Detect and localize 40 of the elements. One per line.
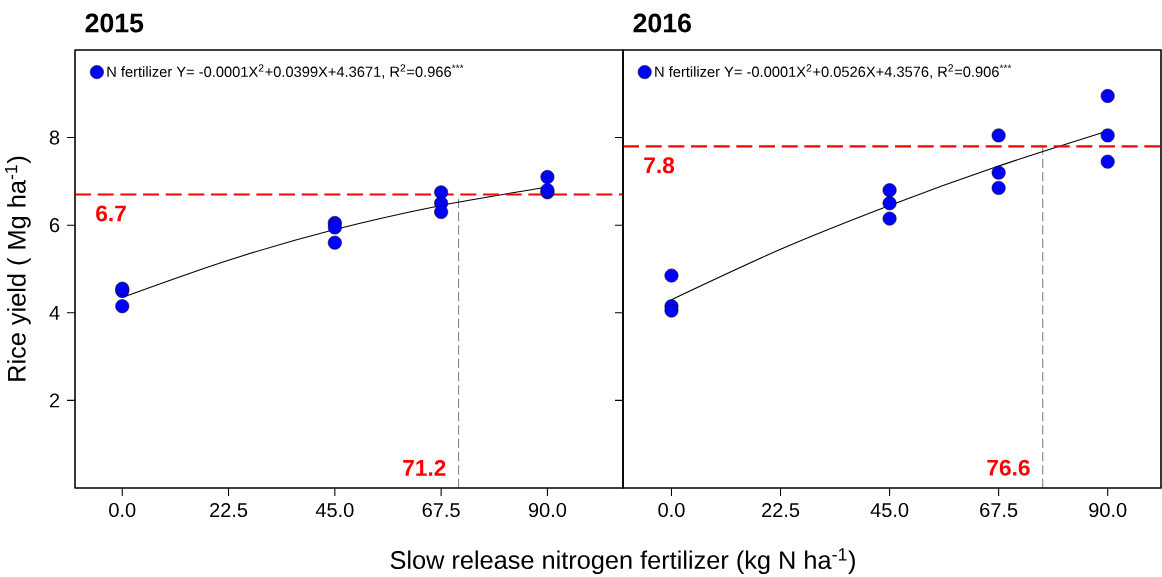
x-tick-label: 45.0 <box>870 502 909 518</box>
point <box>991 128 1006 143</box>
y-tick-label: 8 <box>49 130 60 145</box>
chart-title: 2016 <box>633 13 691 33</box>
x-tick-label: 67.5 <box>980 502 1018 518</box>
ref-line-label: 76.6 <box>987 459 1030 476</box>
legend-label: N fertilizer Y= -0.0001X$^{2}$+0.0526X+4.3576, R$^{2}$=0.906$^{***}$ <box>655 64 1012 79</box>
point <box>1100 128 1115 143</box>
point <box>882 211 897 226</box>
point <box>1100 154 1115 169</box>
y-tick-label: 6 <box>49 218 60 233</box>
x-tick-label: 45.0 <box>315 502 354 518</box>
ref-line-label: 7.8 <box>644 157 675 174</box>
point <box>882 183 897 198</box>
point <box>115 299 130 314</box>
x-tick-label: 22.5 <box>210 502 248 518</box>
x-tick-label: 90.0 <box>1089 502 1127 518</box>
x-tick-label: 0.0 <box>109 502 136 518</box>
x-tick-label: 22.5 <box>762 502 800 518</box>
point <box>664 268 679 283</box>
ref-line-label: 71.2 <box>403 459 446 476</box>
ref-line-label: 6.7 <box>96 205 126 222</box>
point <box>434 205 449 219</box>
point <box>991 181 1006 195</box>
x-tick-label: 90.0 <box>528 502 567 518</box>
x-tick-label: 67.5 <box>422 502 460 518</box>
legend-label: N fertilizer Y= -0.0001X$^{2}$+0.0399X+4.3671, R$^{2}$=0.966$^{***}$ <box>107 64 464 79</box>
x-tick-label: 0.0 <box>658 502 685 518</box>
point <box>1100 89 1115 103</box>
point <box>991 165 1006 180</box>
chart-title: 2015 <box>85 13 144 33</box>
y-tick-label: 4 <box>49 305 60 320</box>
point <box>882 196 897 211</box>
point <box>327 235 342 250</box>
y-axis-title: Rice yield ( Mg ha$^{-1}$) <box>4 156 31 381</box>
point <box>327 220 342 235</box>
point <box>540 170 555 184</box>
point <box>664 303 679 318</box>
x-axis-title: Slow release nitrogen fertilizer (kg N ha$^{-1}$) <box>390 548 855 575</box>
y-tick-label: 2 <box>49 393 60 408</box>
